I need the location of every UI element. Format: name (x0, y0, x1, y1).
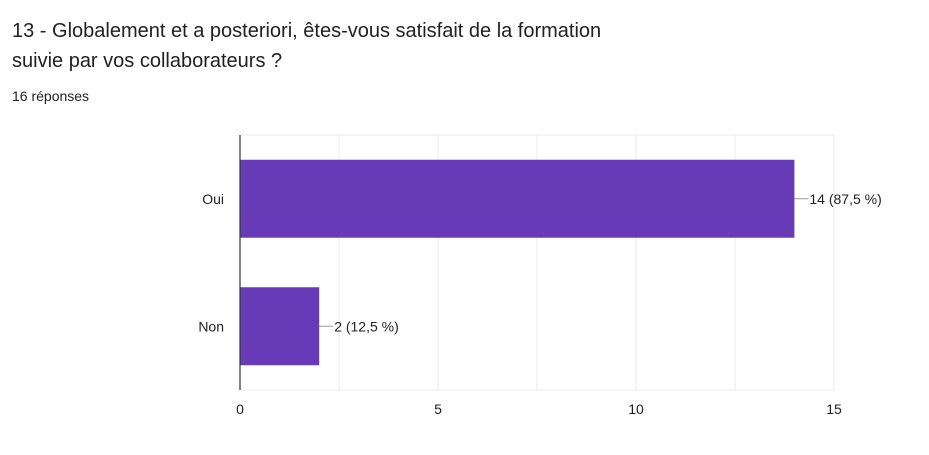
category-label: Oui (202, 191, 224, 207)
response-count: 16 réponses (12, 88, 90, 104)
category-label: Non (198, 318, 224, 334)
data-label: 2 (12,5 %) (334, 318, 399, 334)
question-title: 13 - Globalement et a posteriori, êtes-v… (12, 20, 602, 72)
x-tick-label: 5 (434, 401, 442, 417)
data-label: 14 (87,5 %) (809, 191, 881, 207)
bar-non (240, 287, 320, 366)
bar-oui (240, 159, 795, 238)
x-tick-label: 0 (236, 401, 244, 417)
x-tick-label: 10 (628, 401, 644, 417)
x-tick-label: 15 (826, 401, 842, 417)
